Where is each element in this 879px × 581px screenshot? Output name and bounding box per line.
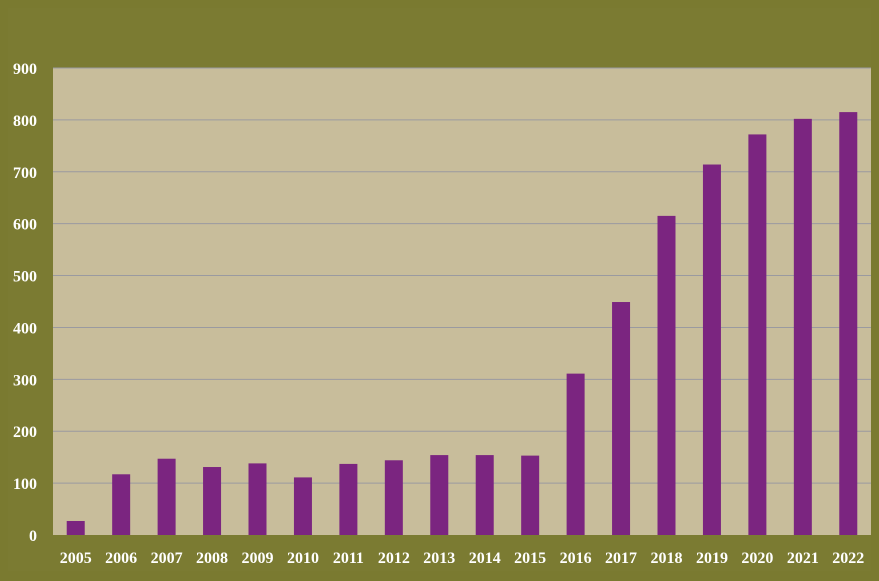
- y-tick-label: 400: [13, 320, 37, 337]
- y-tick-label: 800: [13, 113, 37, 130]
- gridlines: [53, 67, 871, 484]
- bar-2022: [839, 112, 858, 535]
- bar-2016: [566, 373, 585, 535]
- bar-2008: [203, 467, 222, 535]
- bar-2011: [339, 463, 358, 535]
- plot-area: [53, 68, 871, 535]
- y-tick-label: 0: [29, 528, 37, 545]
- x-tick-label: 2018: [651, 550, 683, 567]
- bar-2012: [384, 460, 403, 535]
- x-tick-label: 2006: [105, 550, 137, 567]
- x-tick-label: 2012: [378, 550, 410, 567]
- bar-2013: [430, 455, 449, 535]
- x-tick-label: 2013: [423, 550, 455, 567]
- x-tick-label: 2014: [469, 550, 501, 567]
- bar-2020: [748, 134, 767, 535]
- x-tick-label: 2007: [151, 550, 183, 567]
- y-tick-label: 600: [13, 217, 37, 234]
- y-tick-label: 100: [13, 476, 37, 493]
- x-axis-tick-labels: 2005 2006 2007 2008 2009 2010 2011 2012 2013 2014…: [60, 550, 865, 567]
- bar-2018: [657, 215, 676, 535]
- x-tick-label: 2015: [514, 550, 546, 567]
- bar-2006: [112, 474, 131, 535]
- y-tick-label: 300: [13, 372, 37, 389]
- bar-2017: [612, 302, 631, 535]
- y-tick-label: 200: [13, 424, 37, 441]
- x-tick-label: 2022: [832, 550, 864, 567]
- bar-2014: [475, 455, 494, 535]
- x-tick-label: 2016: [560, 550, 592, 567]
- x-tick-label: 2011: [333, 550, 364, 567]
- x-tick-label: 2021: [787, 550, 819, 567]
- x-tick-label: 2005: [60, 550, 92, 567]
- bar-2005: [66, 520, 85, 535]
- x-tick-label: 2020: [741, 550, 773, 567]
- bar-2009: [248, 463, 267, 535]
- x-tick-label: 2017: [605, 550, 637, 567]
- bar-2015: [521, 455, 540, 535]
- y-tick-label: 900: [13, 61, 37, 78]
- y-axis-tick-labels: 0 100 200 300 400 500 600 700 800 900: [13, 61, 37, 545]
- x-tick-label: 2008: [196, 550, 228, 567]
- chart-frame: 0 100 200 300 400 500 600 700 800 900 2005 2006 200…: [8, 8, 871, 571]
- y-tick-label: 700: [13, 165, 37, 182]
- x-tick-label: 2019: [696, 550, 728, 567]
- x-tick-label: 2009: [242, 550, 274, 567]
- bar-2007: [157, 458, 176, 535]
- x-tick-label: 2010: [287, 550, 319, 567]
- bar-2021: [793, 118, 812, 536]
- bar-2019: [702, 164, 721, 535]
- bars: [66, 112, 858, 536]
- bar-2010: [293, 477, 312, 535]
- y-tick-label: 500: [13, 269, 37, 286]
